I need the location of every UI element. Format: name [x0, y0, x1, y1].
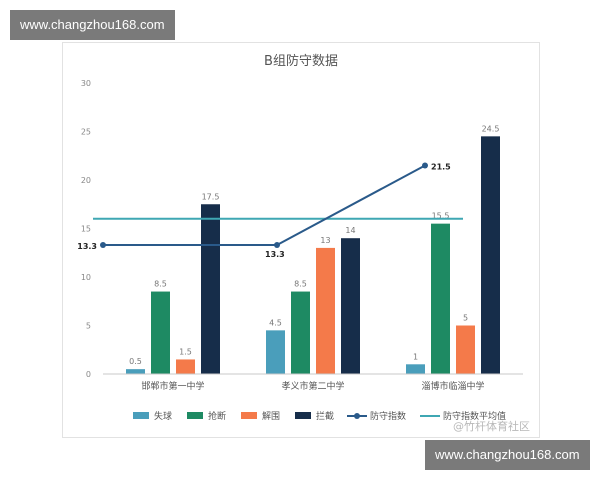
bar: [126, 369, 145, 374]
bar: [481, 136, 500, 374]
bar: [176, 359, 195, 374]
legend-label: 失球: [154, 410, 172, 422]
y-tick-label: 5: [86, 322, 91, 331]
legend-label: 防守指数平均值: [443, 410, 506, 422]
bar: [291, 291, 310, 374]
bar-data-label: 4.5: [269, 318, 282, 327]
legend-swatch: [241, 412, 257, 419]
bar: [406, 364, 425, 374]
x-tick-label: 淄博市临淄中学: [421, 380, 484, 392]
y-axis: 0 5 10 15 20 25 30: [81, 79, 91, 379]
bar: [316, 247, 335, 374]
bar-data-label: 1: [413, 352, 418, 361]
bar: [456, 325, 475, 374]
y-tick-label: 25: [81, 128, 91, 137]
legend-swatch: [187, 412, 203, 419]
legend-swatch: [133, 412, 149, 419]
y-tick-label: 0: [86, 370, 91, 379]
x-tick-label: 邯郸市第一中学: [141, 380, 204, 392]
line-point: [274, 241, 280, 248]
lines: 13.3 13.3 21.5: [77, 162, 463, 259]
bar-data-label: 24.5: [482, 124, 500, 133]
line-data-label: 13.3: [265, 250, 285, 259]
watermark-bottom: www.changzhou168.com: [425, 440, 590, 470]
legend-swatch: [295, 412, 311, 419]
bar-data-label: 17.5: [202, 192, 220, 201]
y-tick-label: 10: [81, 273, 91, 282]
legend-label: 拦截: [316, 410, 334, 422]
bar: [201, 204, 220, 374]
y-tick-label: 30: [81, 79, 91, 88]
chart-title: B组防守数据: [264, 53, 338, 69]
watermark-top: www.changzhou168.com: [10, 10, 175, 40]
bar: [151, 291, 170, 374]
line-data-label: 21.5: [431, 162, 451, 171]
legend-label: 防守指数: [370, 410, 406, 422]
legend-label: 抢断: [208, 410, 226, 422]
defense-index-line: [103, 164, 426, 246]
y-tick-label: 20: [81, 176, 91, 185]
y-tick-label: 15: [81, 225, 91, 234]
x-tick-label: 孝义市第二中学: [281, 380, 344, 392]
line-point: [100, 241, 106, 248]
bar: [266, 330, 285, 374]
line-point: [422, 162, 428, 169]
bar: [341, 238, 360, 374]
legend-label: 解围: [262, 410, 280, 422]
legend: 失球 抢断 解围 拦截 防守指数 防守指数平均值: [133, 410, 506, 422]
bar-data-label: 8.5: [154, 280, 167, 289]
bar-data-label: 5: [463, 314, 468, 323]
bar-data-label: 13: [320, 236, 330, 245]
bar-data-label: 15.5: [432, 212, 450, 221]
bar-data-label: 1.5: [179, 347, 192, 356]
chart-frame: B组防守数据 0 5 10 15 20 25 30 0.5 8.5 1.5 17.5 4.5 8.5 1…: [62, 42, 540, 438]
source-watermark: @竹杆体育社区: [453, 420, 530, 433]
legend-swatch-marker: [354, 413, 360, 419]
bar: [431, 223, 450, 374]
x-axis: 邯郸市第一中学 孝义市第二中学 淄博市临淄中学: [103, 373, 523, 392]
line-data-label: 13.3: [77, 242, 97, 251]
bars: 0.5 8.5 1.5 17.5 4.5 8.5 13 14 1 15.5 5 24.5: [126, 124, 500, 374]
bar-data-label: 0.5: [129, 357, 142, 366]
bar-data-label: 8.5: [294, 280, 307, 289]
bar-data-label: 14: [345, 226, 355, 235]
